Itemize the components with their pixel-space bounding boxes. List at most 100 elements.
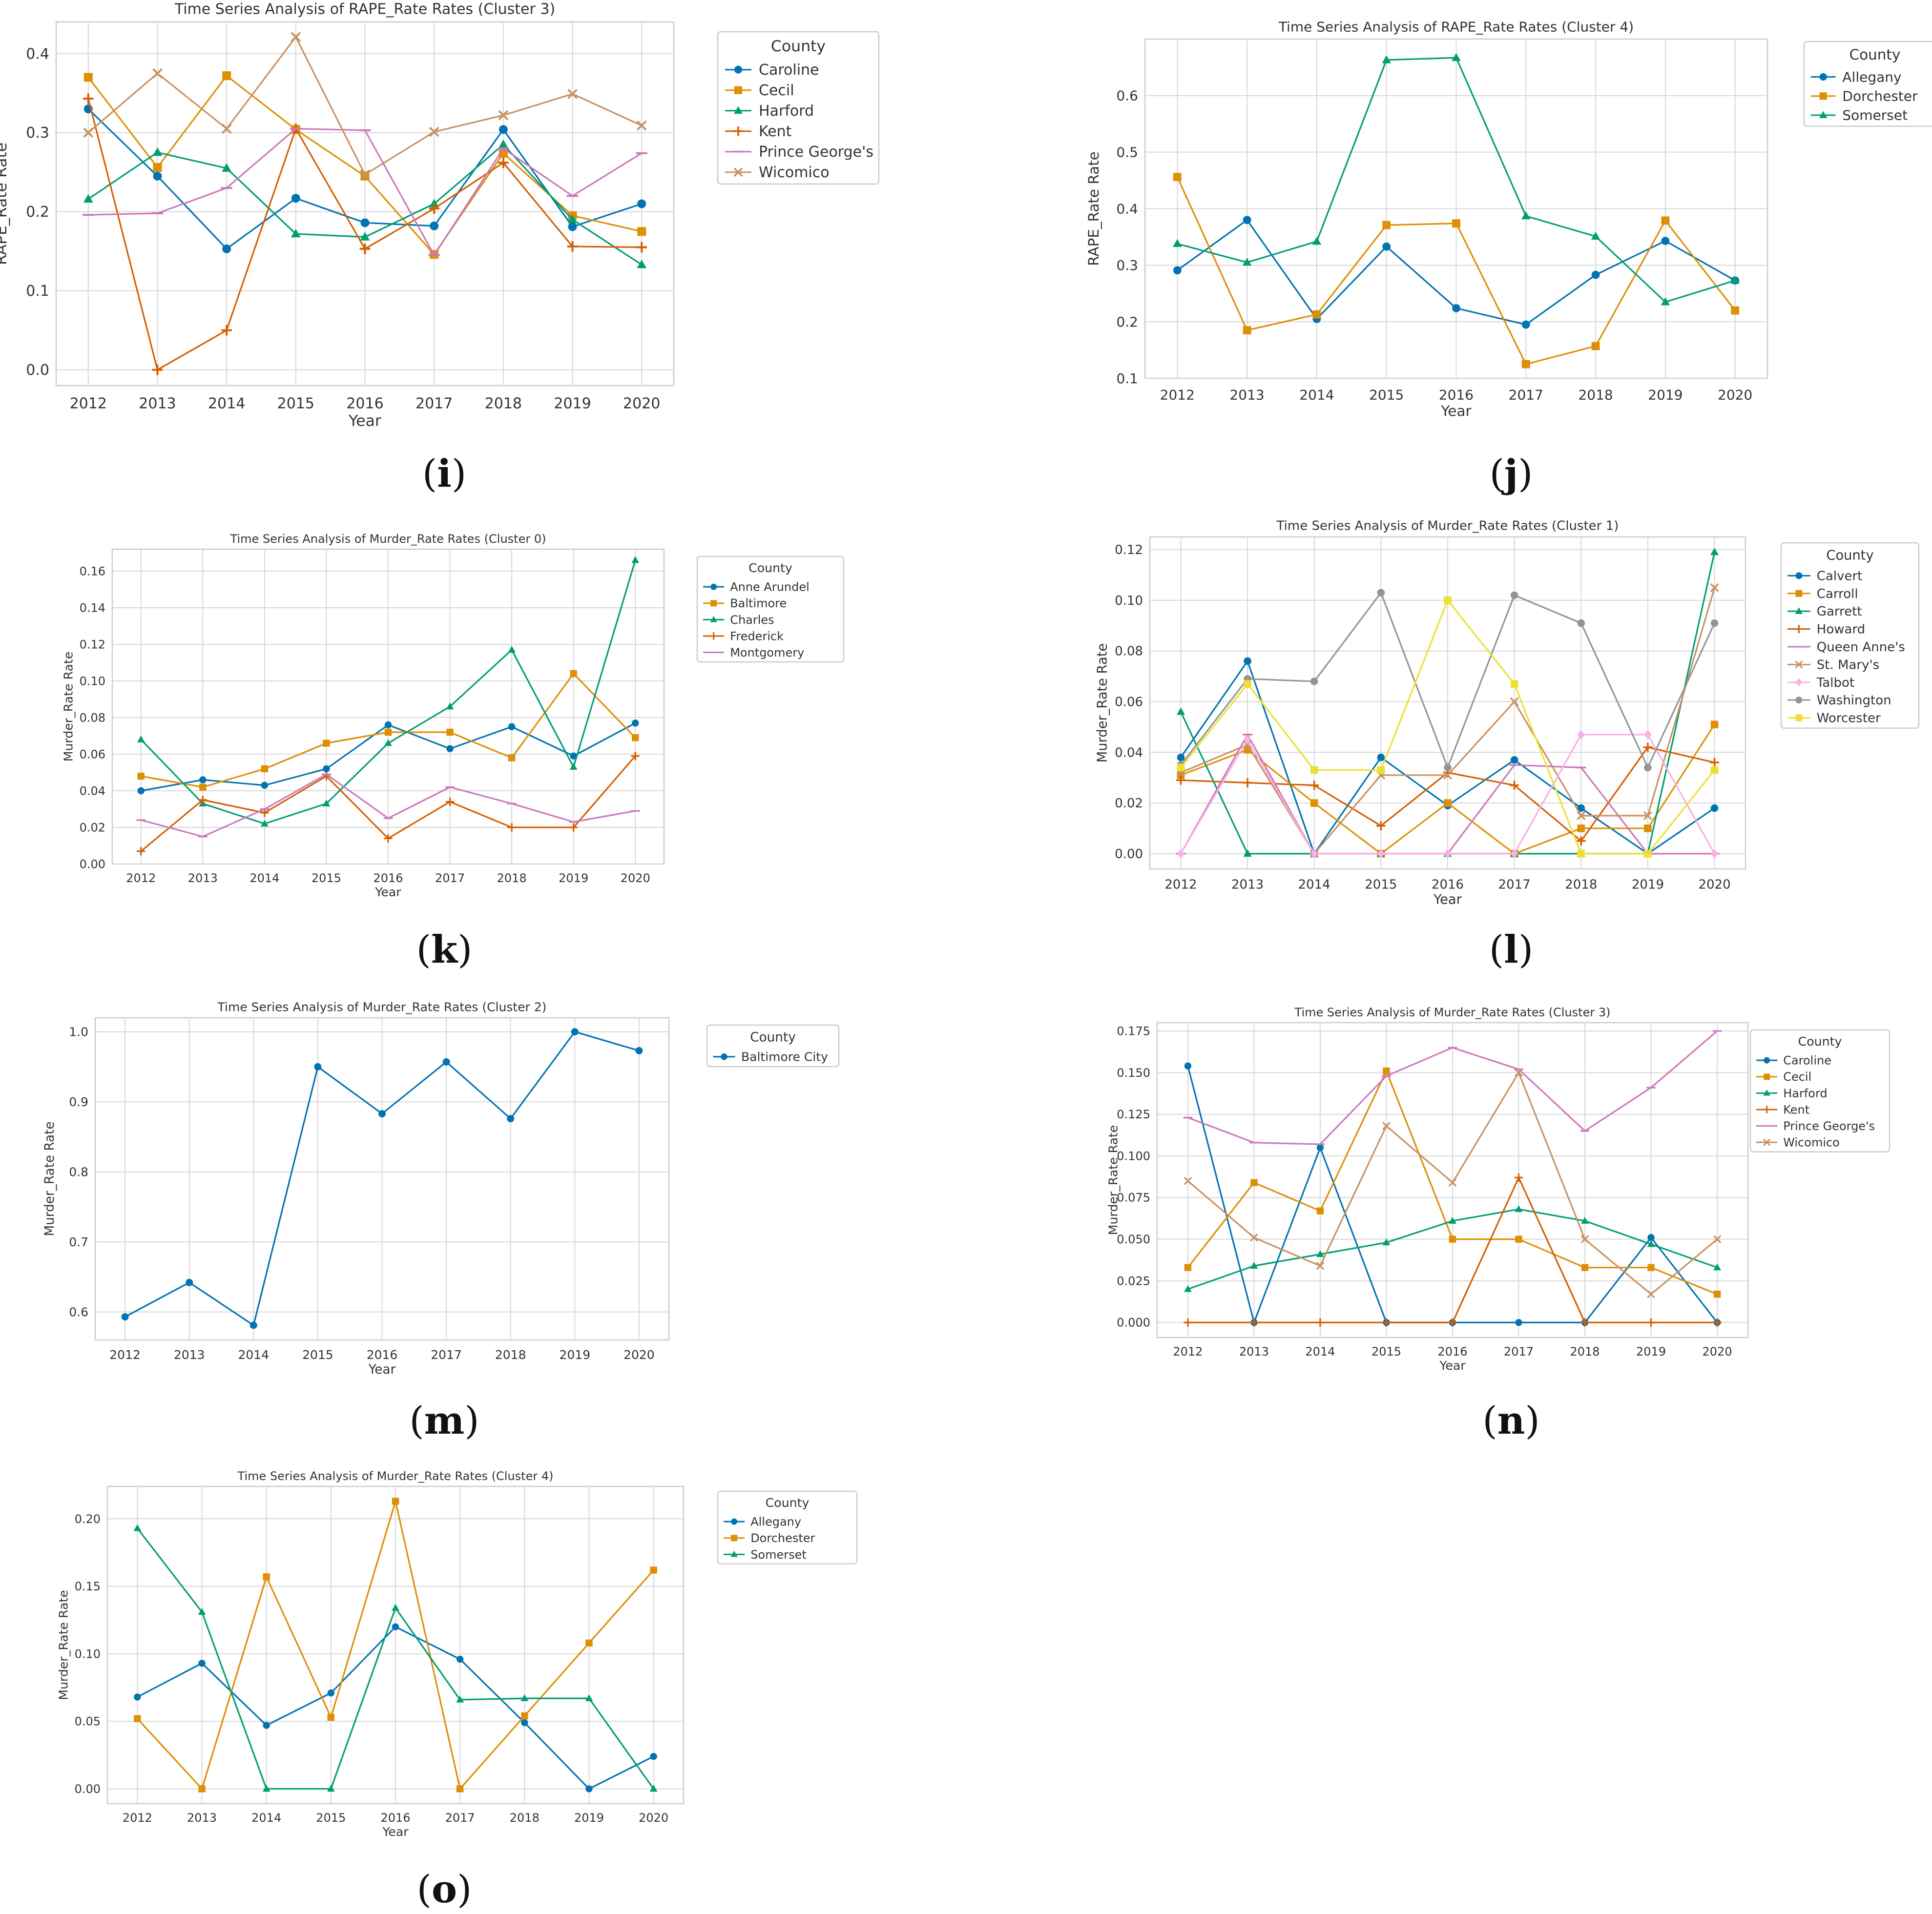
data-point [1581,1216,1589,1224]
y-tick-label: 0.06 [1115,695,1143,710]
data-point [198,1660,206,1667]
x-tick-label: 2017 [1509,387,1543,403]
x-tick-label: 2016 [367,1348,398,1362]
y-axis-label: RAPE_Rate Rate [1085,151,1102,266]
x-tick-label: 2014 [238,1348,269,1362]
legend-marker [1763,1089,1770,1096]
x-tick-label: 2012 [1173,1345,1203,1358]
data-point [153,171,162,181]
x-tick-label: 2019 [554,395,591,412]
data-point [585,1694,593,1702]
legend-title: County [766,1496,810,1510]
y-tick-label: 0.16 [80,564,105,578]
y-tick-label: 0.08 [80,711,105,724]
data-point [83,127,94,138]
data-point [1713,1263,1721,1271]
caption-letter: o [431,1867,457,1912]
legend-entry-allegany: Allegany [1811,69,1902,85]
data-point [1449,1216,1456,1224]
legend-label: Frederick [730,629,784,643]
data-point [1661,237,1670,245]
x-tick-label: 2012 [1164,877,1197,892]
x-axis-label: Year [1439,1358,1466,1373]
y-tick-label: 0.125 [1117,1108,1150,1121]
y-tick-label: 0.000 [1117,1316,1150,1330]
data-point [1510,781,1519,790]
data-point [445,797,455,806]
data-point [1316,1207,1324,1214]
y-tick-label: 0.100 [1117,1149,1150,1163]
data-point [1647,1264,1655,1271]
legend-entry-harford: Harford [1756,1087,1828,1100]
data-point [153,163,162,172]
legend-label: Cecil [1783,1070,1811,1084]
legend-entry-baltimore: Baltimore [703,597,787,610]
legend-marker [709,632,718,640]
series-baltimore [137,670,639,791]
data-point [1309,781,1319,790]
legend-label: Dorchester [750,1531,815,1545]
legend-label: Charles [730,613,774,627]
legend-label: Cecil [759,82,794,99]
data-point [1510,591,1518,599]
data-point [392,1498,399,1505]
y-tick-label: 0.10 [75,1647,101,1661]
x-tick-label: 2015 [277,395,314,412]
x-tick-label: 2020 [639,1811,668,1825]
data-point [430,221,439,230]
data-point [1644,730,1652,740]
legend-box [706,1024,840,1068]
x-axis-label: Year [374,885,401,899]
y-tick-label: 0.02 [1115,796,1143,811]
chart-title: Time Series Analysis of RAPE_Rate Rates … [174,1,555,18]
caption-letter: m [424,1399,465,1443]
data-point [456,1785,464,1792]
y-tick-label: 0.10 [1115,594,1143,608]
x-axis-label: Year [382,1825,409,1839]
data-point [1576,836,1586,846]
legend-entry-cecil: Cecil [1756,1070,1811,1084]
data-point [637,259,647,268]
x-tick-label: 2015 [1365,877,1397,892]
caption-letter: k [431,927,458,972]
data-point [249,1321,257,1329]
data-point [1710,758,1719,767]
data-point [134,1715,141,1722]
data-point [498,110,509,121]
data-point [1646,1318,1656,1327]
series-allegany [1173,216,1740,329]
y-tick-label: 0.4 [26,45,49,62]
x-tick-label: 2019 [574,1811,604,1825]
x-tick-label: 2017 [445,1811,475,1825]
data-point [1244,680,1251,688]
data-point [1710,619,1719,627]
y-tick-label: 0.050 [1117,1233,1150,1246]
legend: County Calvert Carroll Garrett Howard Queen A… [1780,542,1920,729]
y-tick-label: 0.12 [1115,543,1143,557]
legend-label: Queen Anne's [1817,640,1905,655]
legend-label: Worcester [1817,711,1881,726]
data-point [1713,1235,1722,1243]
data-point [1710,849,1719,859]
x-tick-label: 2013 [174,1348,205,1362]
legend-label: Talbot [1816,676,1854,690]
legend-entry-allegany: Allegany [724,1515,801,1529]
legend-marker [1795,590,1803,597]
legend-title: County [750,1030,796,1045]
legend: County Anne Arundel Baltimore Charles Freder… [696,556,845,663]
x-axis-label: Year [348,412,381,430]
data-point [1643,742,1653,752]
series-frederick [137,752,640,856]
data-point [1312,237,1322,245]
data-point [1521,211,1531,220]
legend-label: Caroline [1783,1054,1831,1068]
legend-title: County [748,561,792,575]
data-point [222,163,232,172]
data-point [1249,1318,1259,1327]
data-point [1713,1291,1721,1298]
data-point [521,1719,528,1727]
legend-marker [731,1518,738,1525]
data-point [442,1058,450,1066]
